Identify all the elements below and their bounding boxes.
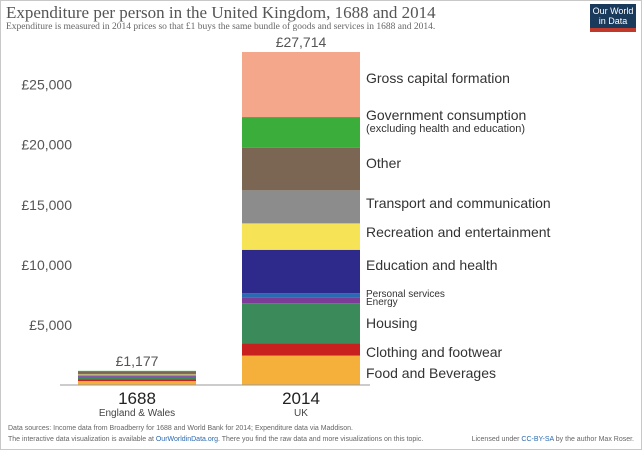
legend-label-housing: Housing — [366, 315, 417, 331]
availability-note: The interactive data visualization is av… — [8, 436, 423, 443]
owid-link[interactable]: OurWorldinData.org — [155, 436, 218, 443]
availability-prefix: The interactive data visualization is av… — [8, 436, 156, 443]
category-sublabel: UK — [294, 408, 308, 419]
total-label: £27,714 — [276, 34, 327, 50]
bar-segment-government-2014 — [242, 117, 360, 148]
legend-label-transport: Transport and communication — [366, 195, 551, 211]
legend-sublabel-government: (excluding health and education) — [366, 123, 525, 135]
logo-accent-bar — [590, 28, 636, 32]
bar-segment-clothing-1688 — [78, 379, 196, 382]
legend-label-capital: Gross capital formation — [366, 70, 510, 86]
bar-segment-housing-1688 — [78, 376, 196, 380]
category-label: 1688 — [118, 389, 156, 408]
legend-label-food: Food and Beverages — [366, 365, 496, 381]
source-note: Data sources: Income data from Broadberr… — [8, 425, 354, 432]
license-link[interactable]: CC-BY-SA — [521, 436, 554, 443]
legend-label-other: Other — [366, 155, 401, 171]
legend-label-clothing: Clothing and footwear — [366, 344, 503, 360]
y-tick-label: £5,000 — [29, 317, 72, 333]
legend-label-government: Government consumption — [366, 107, 526, 123]
bar-segment-personal-2014 — [242, 293, 360, 298]
bar-segment-energy-1688 — [78, 376, 196, 377]
bar-segment-food-1688 — [78, 381, 196, 385]
bar-segment-clothing-2014 — [242, 343, 360, 356]
logo-line1: Our World — [592, 6, 634, 16]
availability-suffix: . There you find the raw data and more v… — [217, 436, 424, 443]
category-sublabel: England & Wales — [99, 408, 175, 419]
owid-logo[interactable]: Our World in Data — [590, 4, 636, 32]
logo-line2: in Data — [598, 16, 628, 26]
y-tick-label: £10,000 — [21, 257, 72, 273]
bar-segment-recreation-2014 — [242, 223, 360, 250]
bar-segment-housing-2014 — [242, 303, 360, 344]
bar-segment-food-2014 — [242, 355, 360, 385]
chart-subtitle: Expenditure is measured in 2014 prices s… — [6, 22, 436, 32]
bar-segment-capital-2014 — [242, 52, 360, 118]
license-suffix: by the author Max Roser. — [553, 436, 634, 443]
bar-segment-energy-2014 — [242, 297, 360, 304]
bar-segment-recreation-1688 — [78, 374, 196, 376]
y-tick-label: £20,000 — [21, 137, 72, 153]
y-tick-label: £15,000 — [21, 197, 72, 213]
bar-segment-other-1688 — [78, 371, 196, 374]
legend-label-education: Education and health — [366, 257, 498, 273]
bar-segment-government-1688 — [78, 370, 196, 372]
bar-segment-other-2014 — [242, 147, 360, 191]
bar-segment-transport-2014 — [242, 190, 360, 224]
stacked-bar-chart: £5,000 £10,000 £15,000 £20,000 £25,000 £1,177… — [21, 34, 551, 419]
bar-segment-education-2014 — [242, 249, 360, 294]
license-prefix: Licensed under — [471, 436, 522, 443]
bar-segment-transport-1688 — [78, 373, 196, 375]
legend-label-recreation: Recreation and entertainment — [366, 224, 551, 240]
total-label: £1,177 — [116, 353, 159, 369]
legend-label-personal: Personal services — [366, 289, 445, 300]
chart-title: Expenditure per person in the United Kin… — [6, 3, 436, 22]
category-label: 2014 — [282, 389, 320, 408]
license-note: Licensed under CC-BY-SA by the author Ma… — [472, 436, 634, 443]
legend-label-energy: Energy — [366, 297, 398, 308]
y-tick-label: £25,000 — [21, 77, 72, 93]
